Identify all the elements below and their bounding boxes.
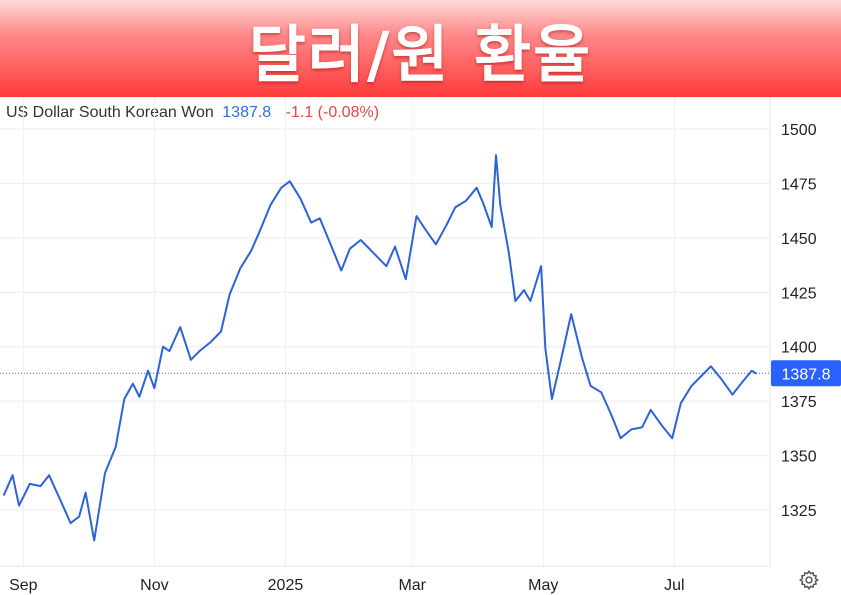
x-tick-label: May [528,577,558,594]
last-price-tag-label: 1387.8 [782,366,831,383]
y-tick-label: 1475 [781,176,817,193]
y-tick-label: 1450 [781,231,817,248]
vertical-gridlines [22,97,675,566]
y-tick-label: 1425 [781,285,817,302]
y-tick-label: 1325 [781,503,817,520]
y-axis-labels: 1500 1475 1450 1425 1400 1375 1350 1325 [781,122,817,520]
exchange-rate-chart[interactable]: 1500 1475 1450 1425 1400 1375 1350 1325 Sep Nov 2… [0,97,841,595]
last-price-tag-box [771,360,841,387]
y-tick-label: 1350 [781,449,817,466]
x-tick-label: Mar [398,577,426,594]
x-tick-label: Nov [140,577,168,594]
current-price: 1387.8 [222,104,272,121]
y-tick-label: 1400 [781,340,817,357]
y-tick-label: 1500 [781,122,817,139]
price-change: -1.1 (-0.08%) [285,104,380,121]
x-tick-label: 2025 [268,577,304,594]
x-tick-label: Sep [9,577,38,594]
horizontal-gridlines [0,128,770,511]
instrument-name: US Dollar South Korean Won [6,104,214,121]
y-tick-label: 1375 [781,394,817,411]
series-line [3,154,757,542]
chart-legend: US Dollar South Korean Won 1387.8 -1.1 (… [6,104,379,122]
x-tick-label: Jul [664,577,684,594]
page-title: 달러/원 환율 [248,17,593,91]
x-axis-labels: Sep Nov 2025 Mar May Jul [9,577,684,594]
title-banner: 달러/원 환율 [0,0,841,97]
last-price-tag: 1387.8 [771,360,841,387]
gear-icon[interactable] [798,569,820,591]
